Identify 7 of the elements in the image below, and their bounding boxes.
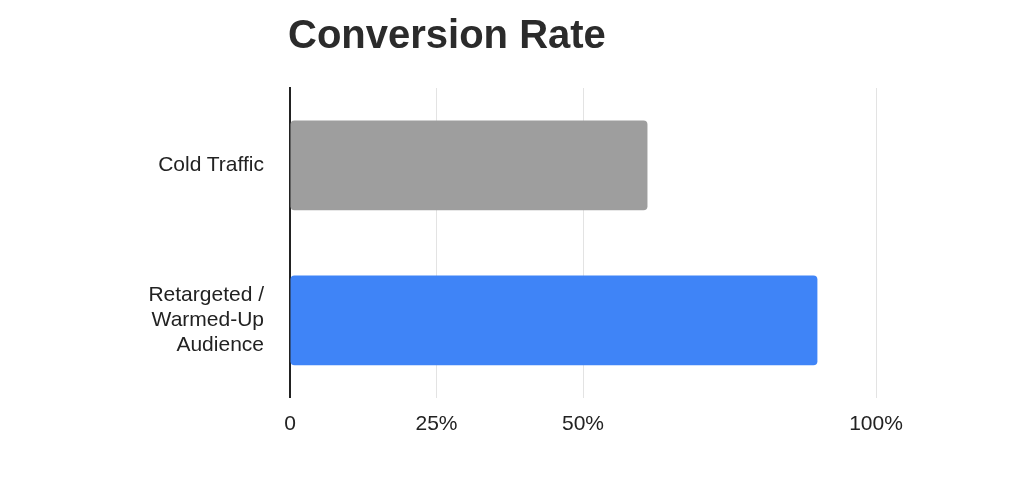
chart-title: Conversion Rate bbox=[288, 12, 606, 56]
x-tick-label: 50% bbox=[561, 411, 605, 435]
y-tick-label: Retargeted / Warmed-Up Audience bbox=[148, 281, 265, 356]
x-tick-label: 100% bbox=[849, 411, 903, 435]
y-tick-label: Cold Traffic bbox=[158, 152, 264, 176]
x-tick-label: 0 bbox=[284, 411, 296, 435]
x-tick-label: 25% bbox=[415, 411, 458, 435]
